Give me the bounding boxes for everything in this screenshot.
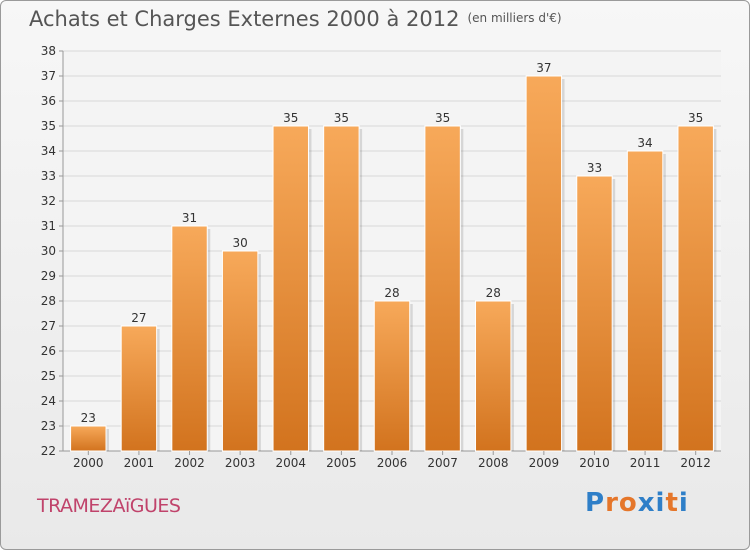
bar-2011	[626, 150, 664, 452]
x-tick-label: 2008	[478, 456, 509, 470]
logo-letter: t	[665, 488, 679, 518]
x-tick-label: 2004	[275, 456, 306, 470]
y-tick-label: 35	[41, 119, 56, 133]
bar-2001	[120, 325, 158, 452]
bar-2007	[424, 125, 461, 452]
y-tick-label: 37	[41, 69, 56, 83]
bar-2002	[171, 225, 208, 452]
x-tick-label: 2007	[427, 456, 458, 470]
data-label: 23	[81, 411, 96, 425]
y-tick-label: 32	[41, 194, 56, 208]
y-tick-label: 22	[41, 444, 56, 458]
logo-letter: i	[655, 488, 666, 518]
y-tick-label: 25	[41, 369, 56, 383]
proxiti-logo: Proxiti	[585, 488, 689, 518]
data-label: 34	[637, 136, 652, 150]
bar-2012	[677, 125, 714, 452]
x-tick-label: 2005	[326, 456, 357, 470]
y-tick-label: 26	[41, 344, 56, 358]
data-label: 37	[536, 61, 551, 75]
x-tick-label: 2011	[630, 456, 661, 470]
y-tick-label: 28	[41, 294, 56, 308]
y-tick-label: 36	[41, 94, 56, 108]
data-label: 27	[131, 311, 146, 325]
bar-2000	[70, 425, 107, 452]
data-label: 31	[182, 211, 197, 225]
logo-letter: x	[637, 488, 656, 518]
y-tick-label: 23	[41, 419, 56, 433]
x-tick-label: 2003	[225, 456, 256, 470]
bar-2003	[221, 250, 259, 452]
data-label: 35	[334, 111, 349, 125]
logo-letter: r	[605, 488, 619, 518]
y-tick-label: 30	[41, 244, 56, 258]
y-tick-label: 38	[41, 44, 56, 58]
y-tick-label: 24	[41, 394, 56, 408]
data-label: 35	[283, 111, 298, 125]
y-tick-label: 29	[41, 269, 56, 283]
x-tick-label: 2009	[529, 456, 560, 470]
y-tick-label: 33	[41, 169, 56, 183]
bar-2010	[576, 175, 613, 452]
logo-letter: P	[585, 488, 606, 518]
bar-2005	[323, 125, 360, 452]
data-label: 28	[384, 286, 399, 300]
logo-letter: i	[678, 488, 689, 518]
chart-title: Achats et Charges Externes 2000 à 2012 (e…	[29, 7, 562, 31]
chart-title-text: Achats et Charges Externes 2000 à 2012	[29, 7, 460, 31]
commune-name: TRAMEZAïGUES	[37, 495, 181, 517]
x-tick-label: 2001	[124, 456, 155, 470]
bar-2006	[373, 300, 411, 452]
y-tick-label: 31	[41, 219, 56, 233]
data-label: 35	[435, 111, 450, 125]
chart-unit: (en milliers d'€)	[467, 11, 562, 25]
data-label: 28	[486, 286, 501, 300]
x-tick-label: 2002	[174, 456, 205, 470]
data-label: 30	[233, 236, 248, 250]
bar-2004	[272, 125, 309, 452]
y-tick-label: 34	[41, 144, 56, 158]
bar-2009	[525, 75, 563, 452]
x-tick-label: 2010	[579, 456, 610, 470]
data-label: 35	[688, 111, 703, 125]
x-tick-label: 2012	[680, 456, 711, 470]
x-tick-label: 2006	[377, 456, 408, 470]
bar-2008	[475, 300, 512, 452]
data-label: 33	[587, 161, 602, 175]
y-tick-label: 27	[41, 319, 56, 333]
x-tick-label: 2000	[73, 456, 104, 470]
logo-letter: o	[618, 488, 638, 518]
